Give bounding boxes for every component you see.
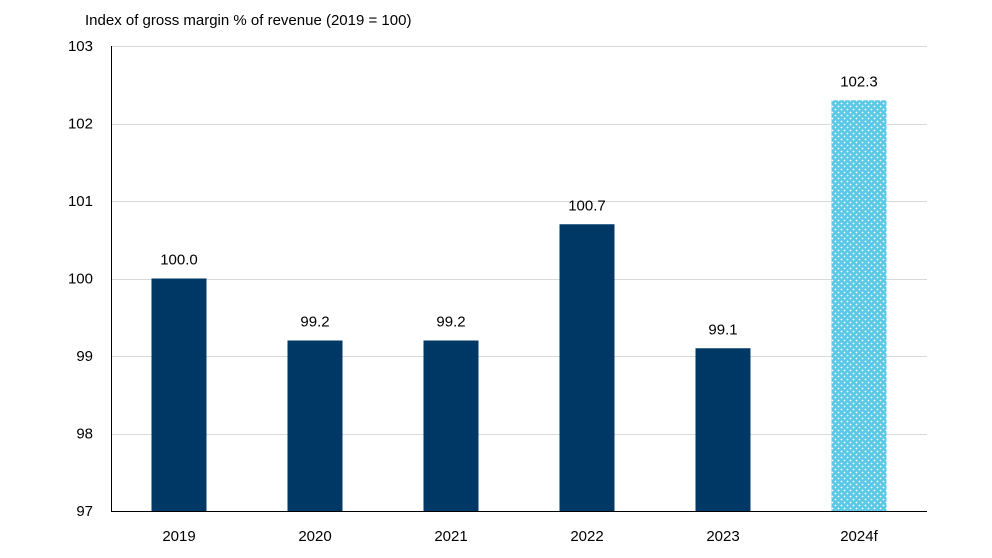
bars	[151, 100, 887, 511]
x-tick-label: 2019	[162, 528, 195, 545]
x-axis-ticks: 2019 2020 2021 2022 2023 2024f	[162, 528, 878, 545]
x-tick-label: 2022	[570, 528, 603, 545]
data-label: 99.2	[300, 314, 329, 331]
y-tick-label: 97	[76, 503, 93, 520]
y-tick-label: 100	[68, 271, 93, 288]
y-tick-label: 98	[76, 426, 93, 443]
bar	[559, 224, 615, 511]
data-label: 100.7	[568, 197, 606, 214]
bar	[423, 340, 479, 511]
data-label: 99.1	[708, 321, 737, 338]
bar	[695, 348, 751, 511]
x-tick-label: 2024f	[840, 528, 878, 545]
y-tick-label: 102	[68, 116, 93, 133]
y-tick-label: 103	[68, 38, 93, 55]
data-labels: 100.0 99.2 99.2 100.7 99.1 102.3	[160, 73, 878, 338]
bar	[287, 340, 343, 511]
bar	[151, 278, 207, 511]
bar-forecast	[831, 100, 887, 511]
x-tick-label: 2023	[706, 528, 739, 545]
y-tick-label: 101	[68, 193, 93, 210]
x-tick-label: 2020	[298, 528, 331, 545]
y-axis-ticks: 97 98 99 100 101 102 103	[68, 38, 93, 520]
y-tick-label: 99	[76, 348, 93, 365]
data-label: 102.3	[840, 73, 878, 90]
data-label: 100.0	[160, 252, 198, 269]
gridlines	[111, 46, 927, 435]
x-tick-label: 2021	[434, 528, 467, 545]
y-axis-label: Index of gross margin % of revenue (2019…	[85, 12, 411, 29]
data-label: 99.2	[436, 314, 465, 331]
